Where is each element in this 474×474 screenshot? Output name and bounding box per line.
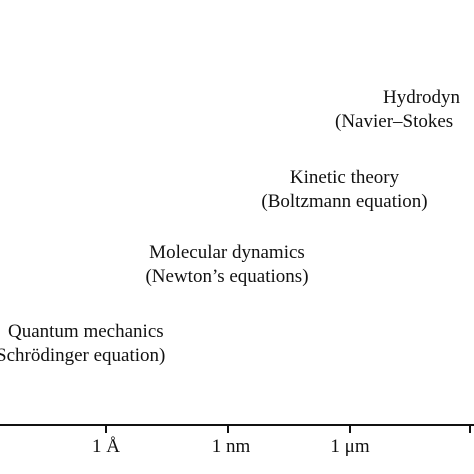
regime-hydrodynamics-subtitle: (Navier–Stokes (335, 111, 454, 132)
regime-kinetic-theory-title: Kinetic theory (289, 167, 400, 188)
regime-molecular-dynamics: Molecular dynamics (Newton’s equations) (117, 241, 337, 289)
regime-kinetic-theory: Kinetic theory (Boltzmann equation) (232, 166, 457, 214)
tick-label-micrometer: 1 μm (330, 436, 370, 457)
regime-molecular-dynamics-subtitle: (Newton’s equations) (145, 266, 309, 287)
regime-kinetic-theory-subtitle: (Boltzmann equation) (261, 191, 428, 212)
regime-quantum-mechanics-title: Quantum mechanics (8, 321, 164, 342)
regime-hydrodynamics: Hydrodyn (Navier–Stokes (335, 86, 460, 134)
tick-label-nanometer: 1 nm (211, 436, 251, 457)
regime-quantum-mechanics-subtitle: Schrödinger equation) (0, 345, 166, 366)
regime-quantum-mechanics: Quantum mechanics Schrödinger equation) (0, 320, 165, 368)
regime-hydrodynamics-title: Hydrodyn (383, 87, 461, 108)
regime-molecular-dynamics-title: Molecular dynamics (149, 242, 305, 263)
tick-label-angstrom: 1 Å (92, 436, 120, 457)
